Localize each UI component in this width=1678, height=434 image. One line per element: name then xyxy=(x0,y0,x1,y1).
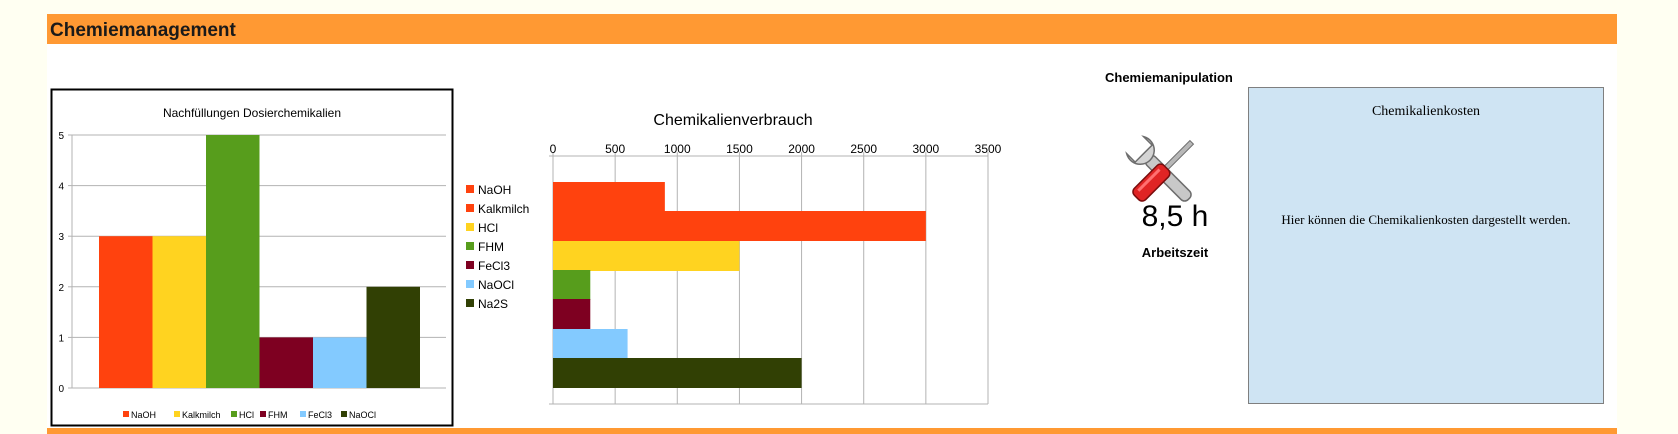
costs-title: Chemikalienkosten xyxy=(1371,104,1481,119)
legend-label: Kalkmilch xyxy=(478,202,529,216)
x-tick-label: 1500 xyxy=(726,142,753,156)
work-hours-label: Arbeitszeit xyxy=(1141,245,1209,260)
bar-fhm xyxy=(553,270,591,300)
footer-bar xyxy=(47,428,1617,434)
bar-kalkmilch xyxy=(553,211,926,241)
legend-swatch xyxy=(466,204,474,212)
bar-kalkmilch xyxy=(152,236,206,388)
legend-swatch xyxy=(260,411,266,417)
x-tick-label: 1000 xyxy=(664,142,691,156)
x-tick-label: 2000 xyxy=(788,142,815,156)
legend-swatch xyxy=(231,411,237,417)
legend-swatch xyxy=(174,411,180,417)
legend-label: NaOCl xyxy=(349,410,376,420)
legend-label: FeCl3 xyxy=(478,259,510,273)
y-tick-label: 5 xyxy=(58,131,64,142)
section-title: Chemiemanagement xyxy=(50,20,236,41)
legend-swatch xyxy=(466,223,474,231)
x-tick-label: 3500 xyxy=(975,142,1002,156)
costs-panel: Chemikalienkosten Hier können die Chemik… xyxy=(1248,87,1604,404)
legend-label: HCl xyxy=(239,410,254,420)
legend-swatch xyxy=(466,242,474,250)
y-tick-label: 0 xyxy=(58,384,64,395)
legend-swatch xyxy=(466,261,474,269)
bar-naocl xyxy=(553,329,628,359)
legend-label: FHM xyxy=(268,410,288,420)
legend-label: HCl xyxy=(478,221,498,235)
legend-swatch xyxy=(123,411,129,417)
y-tick-label: 3 xyxy=(58,232,64,243)
legend-label: Na2S xyxy=(478,297,508,311)
legend-swatch xyxy=(466,185,474,193)
legend-swatch xyxy=(466,299,474,307)
y-tick-label: 2 xyxy=(58,283,64,294)
legend-label: NaOH xyxy=(478,183,511,197)
bar-na2s xyxy=(553,358,802,388)
manipulation-title: Chemiemanipulation xyxy=(1105,70,1233,85)
bar-naocl xyxy=(366,286,420,388)
bar-fecl3 xyxy=(313,337,367,388)
x-tick-label: 0 xyxy=(550,142,557,156)
legend-swatch xyxy=(300,411,306,417)
bar-naoh xyxy=(553,182,665,212)
legend-swatch xyxy=(466,280,474,288)
legend-label: Kalkmilch xyxy=(182,410,221,420)
refills-chart-title: Nachfüllungen Dosierchemikalien xyxy=(163,106,341,120)
bar-fhm xyxy=(259,337,313,388)
bar-fecl3 xyxy=(553,299,591,329)
x-tick-label: 3000 xyxy=(913,142,940,156)
legend-label: NaOCl xyxy=(478,278,514,292)
legend-swatch xyxy=(341,411,347,417)
bar-hcl xyxy=(553,241,740,271)
bar-naoh xyxy=(99,236,153,388)
tools-icon xyxy=(1125,135,1195,202)
bar-hcl xyxy=(206,135,260,388)
legend-label: FHM xyxy=(478,240,504,254)
work-hours-value: 8,5 h xyxy=(1141,200,1209,233)
y-tick-label: 4 xyxy=(58,182,64,193)
x-tick-label: 2500 xyxy=(850,142,877,156)
section-header: Chemiemanagement xyxy=(47,14,1617,44)
legend-label: NaOH xyxy=(131,410,156,420)
x-tick-label: 500 xyxy=(605,142,625,156)
consumption-chart-title: Chemikalienverbrauch xyxy=(653,112,812,129)
costs-placeholder-text: Hier können die Chemikalienkosten darges… xyxy=(1281,212,1571,227)
legend-label: FeCl3 xyxy=(308,410,332,420)
y-tick-label: 1 xyxy=(58,333,64,344)
